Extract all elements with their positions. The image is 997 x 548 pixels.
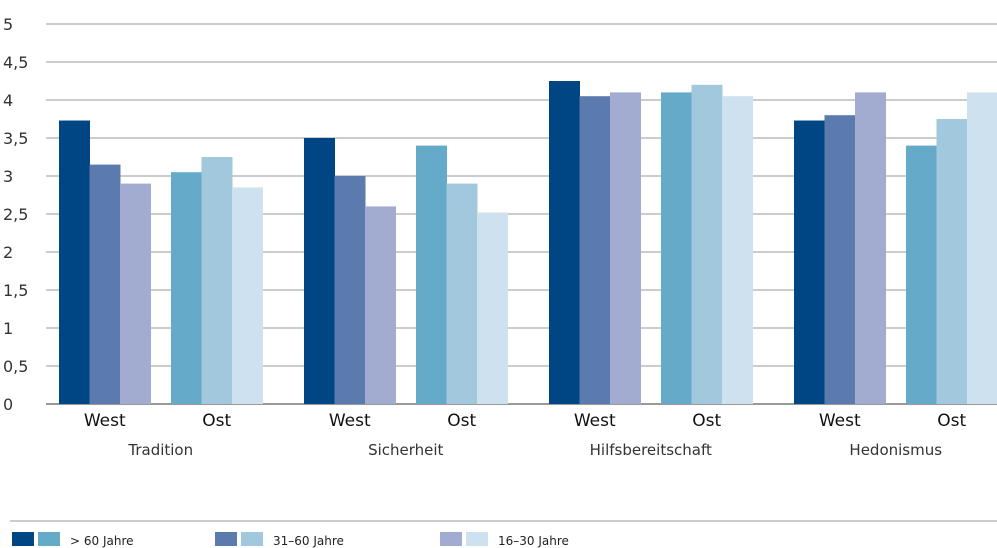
bar-west-1 <box>549 81 580 404</box>
bar-ost-3 <box>232 187 263 404</box>
bar-west-1 <box>794 120 825 405</box>
y-axis-ticks: 0 0,5 1 1,5 2 2,5 3 3,5 4 4,5 5 <box>3 15 28 414</box>
y-tick-label: 3,5 <box>3 129 28 148</box>
subcategory-label: West <box>84 411 126 431</box>
y-tick-label: 2 <box>3 243 13 262</box>
bar-ost-3 <box>722 96 753 404</box>
bar-ost-2 <box>201 157 233 404</box>
bar-west-2 <box>89 164 121 404</box>
bar-ost-2 <box>936 119 968 404</box>
subcategory-label: Ost <box>202 411 231 431</box>
bars <box>59 81 997 405</box>
legend: > 60 Jahre 31–60 Jahre 16–30 Jahre <box>12 532 569 548</box>
legend-swatch-west <box>440 532 462 546</box>
y-tick-label: 4 <box>3 91 13 110</box>
category-label: Hedonismus <box>849 441 942 459</box>
legend-swatch-ost <box>466 532 488 546</box>
subcategory-label: West <box>819 411 861 431</box>
bar-west-1 <box>59 120 90 405</box>
bar-west-3 <box>855 92 886 405</box>
bar-ost-2 <box>691 84 723 405</box>
y-tick-label: 1 <box>3 319 13 338</box>
subcategory-label: Ost <box>447 411 476 431</box>
category-label: Sicherheit <box>368 441 443 459</box>
bar-west-3 <box>365 206 396 404</box>
legend-label: > 60 Jahre <box>70 534 134 548</box>
y-tick-label: 4,5 <box>3 53 28 72</box>
legend-label: 16–30 Jahre <box>498 534 569 548</box>
subcategory-label: West <box>329 411 371 431</box>
category-label: Tradition <box>127 441 193 459</box>
bar-ost-2 <box>446 183 478 404</box>
legend-swatch-west <box>215 532 237 546</box>
bar-west-2 <box>824 115 856 404</box>
bar-west-3 <box>120 183 151 404</box>
bar-ost-1 <box>171 172 202 404</box>
legend-swatch-west <box>12 532 34 546</box>
bar-west-1 <box>304 138 335 404</box>
bar-west-3 <box>610 92 641 405</box>
y-tick-label: 0,5 <box>3 357 28 376</box>
bar-west-2 <box>334 176 366 404</box>
legend-label: 31–60 Jahre <box>273 534 344 548</box>
bar-ost-1 <box>661 92 692 405</box>
bar-ost-1 <box>906 145 937 404</box>
legend-swatch-ost <box>241 532 263 546</box>
bar-ost-3 <box>477 212 508 404</box>
y-tick-label: 5 <box>3 15 13 34</box>
y-tick-label: 3 <box>3 167 13 186</box>
bar-west-2 <box>579 96 611 404</box>
bar-ost-3 <box>967 92 997 405</box>
subcategory-label: Ost <box>937 411 966 431</box>
y-tick-label: 1,5 <box>3 281 28 300</box>
y-tick-label: 0 <box>3 395 13 414</box>
legend-swatch-ost <box>38 532 60 546</box>
bar-ost-1 <box>416 145 447 404</box>
subcategory-label: Ost <box>692 411 721 431</box>
subcategory-label: West <box>574 411 616 431</box>
y-tick-label: 2,5 <box>3 205 28 224</box>
category-label: Hilfsbereitschaft <box>590 441 712 459</box>
